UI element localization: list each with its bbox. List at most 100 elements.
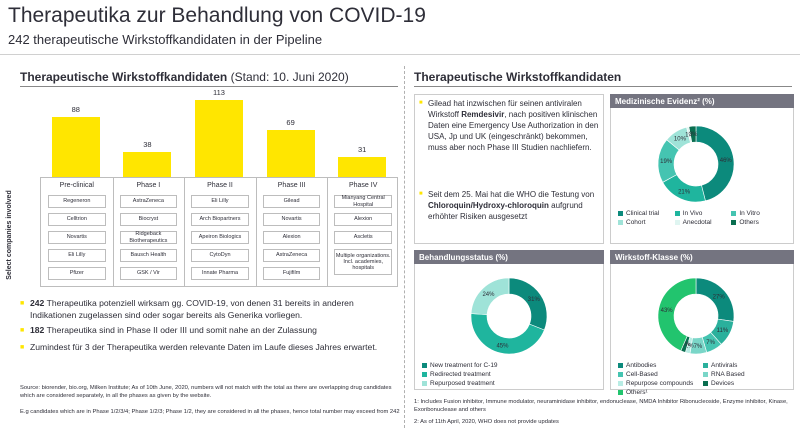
legend-swatch	[618, 363, 623, 368]
right-bullet-item: Gilead hat inzwischen für seinen antivir…	[419, 98, 600, 153]
bar-0	[51, 117, 100, 178]
legend-swatch	[422, 381, 427, 386]
table-column-separator	[255, 178, 257, 286]
legend-swatch	[674, 220, 680, 225]
legend-item: RNA Based	[703, 371, 745, 378]
company-cell: Innate Pharma	[191, 267, 249, 280]
company-cell: Regeneron	[48, 195, 106, 208]
legend-item: In Vitro	[731, 210, 760, 217]
company-cell: Eli Lilly	[191, 195, 249, 208]
donut-chart: 46% 21% 19% 10%1%3%	[657, 125, 735, 203]
legend-label: Repurpose compounds	[626, 380, 694, 387]
company-cell: Alexion	[334, 213, 392, 226]
legend-item: Devices	[703, 380, 734, 387]
legend-label: In Vitro	[739, 210, 760, 217]
bullet-text: , nach positiven klinischen Daten eine E…	[428, 110, 599, 152]
legend-item: Others	[731, 219, 759, 226]
company-cell: Ascletis	[334, 231, 392, 244]
legend-item: Cohort	[618, 219, 646, 226]
legend-label: Cell-Based	[626, 371, 658, 378]
legend-label: Others¹	[626, 389, 648, 396]
donut-value-label: 24%	[482, 292, 495, 298]
table-column-header: Phase I	[136, 182, 161, 189]
donut-value-label: 7%	[706, 340, 715, 346]
company-cell: Celltrion	[48, 213, 106, 226]
legend-swatch	[422, 363, 427, 368]
legend-item: Antivirals	[703, 362, 737, 369]
legend-item: In Vivo	[674, 210, 703, 217]
donut-value-label: 3%	[689, 132, 698, 138]
company-cell: Bausch Health	[119, 249, 178, 262]
legend-swatch	[731, 220, 737, 225]
donut-slice	[688, 125, 697, 143]
legend-swatch	[674, 211, 680, 216]
legend-swatch	[618, 372, 623, 377]
legend-item: New treatment for C-19	[422, 362, 498, 369]
pie-panel-header: Medizinische Evidenz² (%)	[610, 94, 794, 108]
company-cell: Eli Lilly	[48, 249, 106, 262]
donut-value-label: 1%	[685, 133, 694, 139]
source-note: Source: biorender, bio.org, Milken Insti…	[20, 385, 392, 399]
legend-label: Clinical trial	[626, 210, 660, 217]
donut-value-label: 27%	[713, 294, 726, 300]
bar-1	[123, 151, 172, 178]
pie-panel-header: Behandlungsstatus (%)	[414, 250, 604, 264]
legend-label: Antivirals	[711, 362, 738, 369]
page-subtitle: 242 therapeutische Wirkstoffkandidaten i…	[8, 32, 323, 47]
donut-slice	[695, 125, 735, 202]
bullet-text: Seit dem 25. Mai hat die WHO die Testung…	[428, 190, 595, 199]
donut-slice	[508, 277, 548, 331]
company-cell: CytoDyn	[191, 249, 249, 262]
legend-item: Clinical trial	[618, 210, 659, 217]
donut-slice	[470, 277, 510, 315]
companies-table: Pre-clinical Regeneron Celltrion Novartis El…	[40, 177, 398, 287]
legend-swatch	[731, 211, 737, 216]
pie-panel-header: Wirkstoff-Klasse (%)	[610, 250, 794, 264]
left-bullet-item: Zumindest für 3 der Therapeutika werden …	[20, 342, 395, 354]
company-cell: Arch Biopartners	[191, 213, 249, 226]
source-note-2: E.g candidates which are in Phase 1/2/3/…	[20, 409, 400, 415]
legend-swatch	[618, 220, 623, 225]
bullet-text: aufgrund erhöhter Risiken ausgesetzt	[428, 201, 583, 221]
right-section-title: Therapeutische Wirkstoffkandidaten	[414, 70, 622, 84]
donut-slice	[470, 313, 545, 355]
table-column-header: Phase IV	[348, 182, 378, 189]
bullet-text: Therapeutika sind in Phase II oder III u…	[44, 325, 317, 335]
left-section-title: Therapeutische Wirkstoffkandidaten (Stan…	[20, 70, 349, 84]
left-section-date: (Stand: 10. Juni 2020)	[230, 70, 349, 84]
legend-swatch	[618, 381, 623, 386]
table-column-separator	[112, 178, 114, 286]
y-axis-label: Select companies involved	[6, 190, 13, 280]
donut-value-label: 31%	[528, 297, 541, 303]
donut-value-label: 10%	[674, 137, 687, 143]
donut-value-label: 21%	[678, 190, 691, 196]
bar-value-label: 88	[71, 105, 80, 115]
company-cell: AstraZeneca	[262, 249, 321, 262]
donut-value-label: 45%	[496, 343, 509, 349]
legend-label: New treatment for C-19	[430, 362, 498, 369]
table-column-header: Phase III	[277, 182, 306, 189]
legend-label: RNA Based	[711, 371, 745, 378]
donut-value-label: 2%	[685, 343, 694, 349]
bullet-text: Zumindest für 3 der Therapeutika werden …	[30, 342, 378, 352]
table-column-separator	[327, 178, 329, 286]
bullet-bold: 242	[30, 298, 45, 308]
bullet-bold: Chloroquin/Hydroxy-chloroquin	[428, 201, 549, 210]
company-cell: Gilead	[262, 195, 321, 208]
legend-label: In Vivo	[682, 210, 703, 217]
bar-3	[266, 130, 315, 178]
left-section-title-text: Therapeutische Wirkstoffkandidaten	[20, 70, 228, 84]
table-column-header: Phase II	[207, 182, 233, 189]
bullet-bold: 182	[30, 325, 45, 335]
donut-value-label: 11%	[717, 328, 729, 334]
right-section-rule	[414, 86, 792, 87]
right-bullet-item: Seit dem 25. Mai hat die WHO die Testung…	[419, 189, 600, 222]
header-divider	[0, 54, 800, 55]
bar-value-label: 31	[358, 144, 367, 154]
donut-value-label: 7%	[694, 344, 703, 350]
company-cell: Ridgeback Biotherapeutics	[119, 231, 178, 244]
table-column-separator	[184, 178, 186, 286]
bullet-text: Gilead hat inzwischen für seinen antivir…	[428, 99, 582, 119]
company-cell: Alexion	[262, 231, 321, 244]
legend-item: Anecdotal	[674, 219, 712, 226]
